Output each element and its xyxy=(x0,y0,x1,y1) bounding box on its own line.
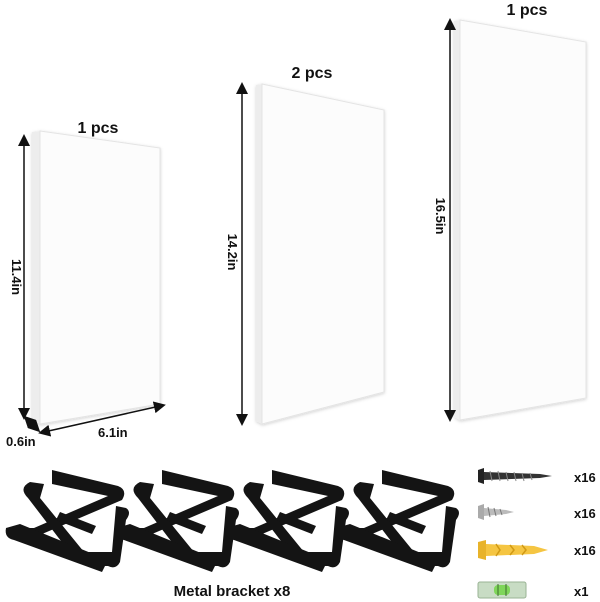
count-label: x1 xyxy=(574,584,588,599)
width-arrow xyxy=(38,401,166,437)
height-label: 14.2in xyxy=(225,234,240,271)
count-label: x16 xyxy=(574,470,596,485)
depth-label: 0.6in xyxy=(6,434,36,449)
count-label: x16 xyxy=(574,543,596,558)
short-screw xyxy=(478,504,514,520)
width-label: 6.1in xyxy=(98,425,128,440)
bracket xyxy=(115,470,239,572)
shelf-large xyxy=(454,19,587,421)
brackets xyxy=(5,470,459,572)
quantity-label: 2 pcs xyxy=(292,65,333,82)
count-label: x16 xyxy=(574,506,596,521)
bracket-label: Metal bracket x8 xyxy=(174,583,291,600)
bracket xyxy=(5,470,130,572)
height-label: 16.5in xyxy=(433,198,448,235)
shelf-medium xyxy=(256,83,385,425)
spirit-level xyxy=(477,581,527,599)
bracket xyxy=(335,470,459,572)
wall-anchor xyxy=(478,540,548,560)
quantity-label: 1 pcs xyxy=(507,2,548,19)
quantity-label: 1 pcs xyxy=(78,120,119,137)
depth-arrow xyxy=(23,415,41,433)
shelf-small xyxy=(32,130,161,425)
long-screw xyxy=(478,468,552,484)
height-label: 11.4in xyxy=(9,259,24,295)
bracket xyxy=(225,470,349,572)
